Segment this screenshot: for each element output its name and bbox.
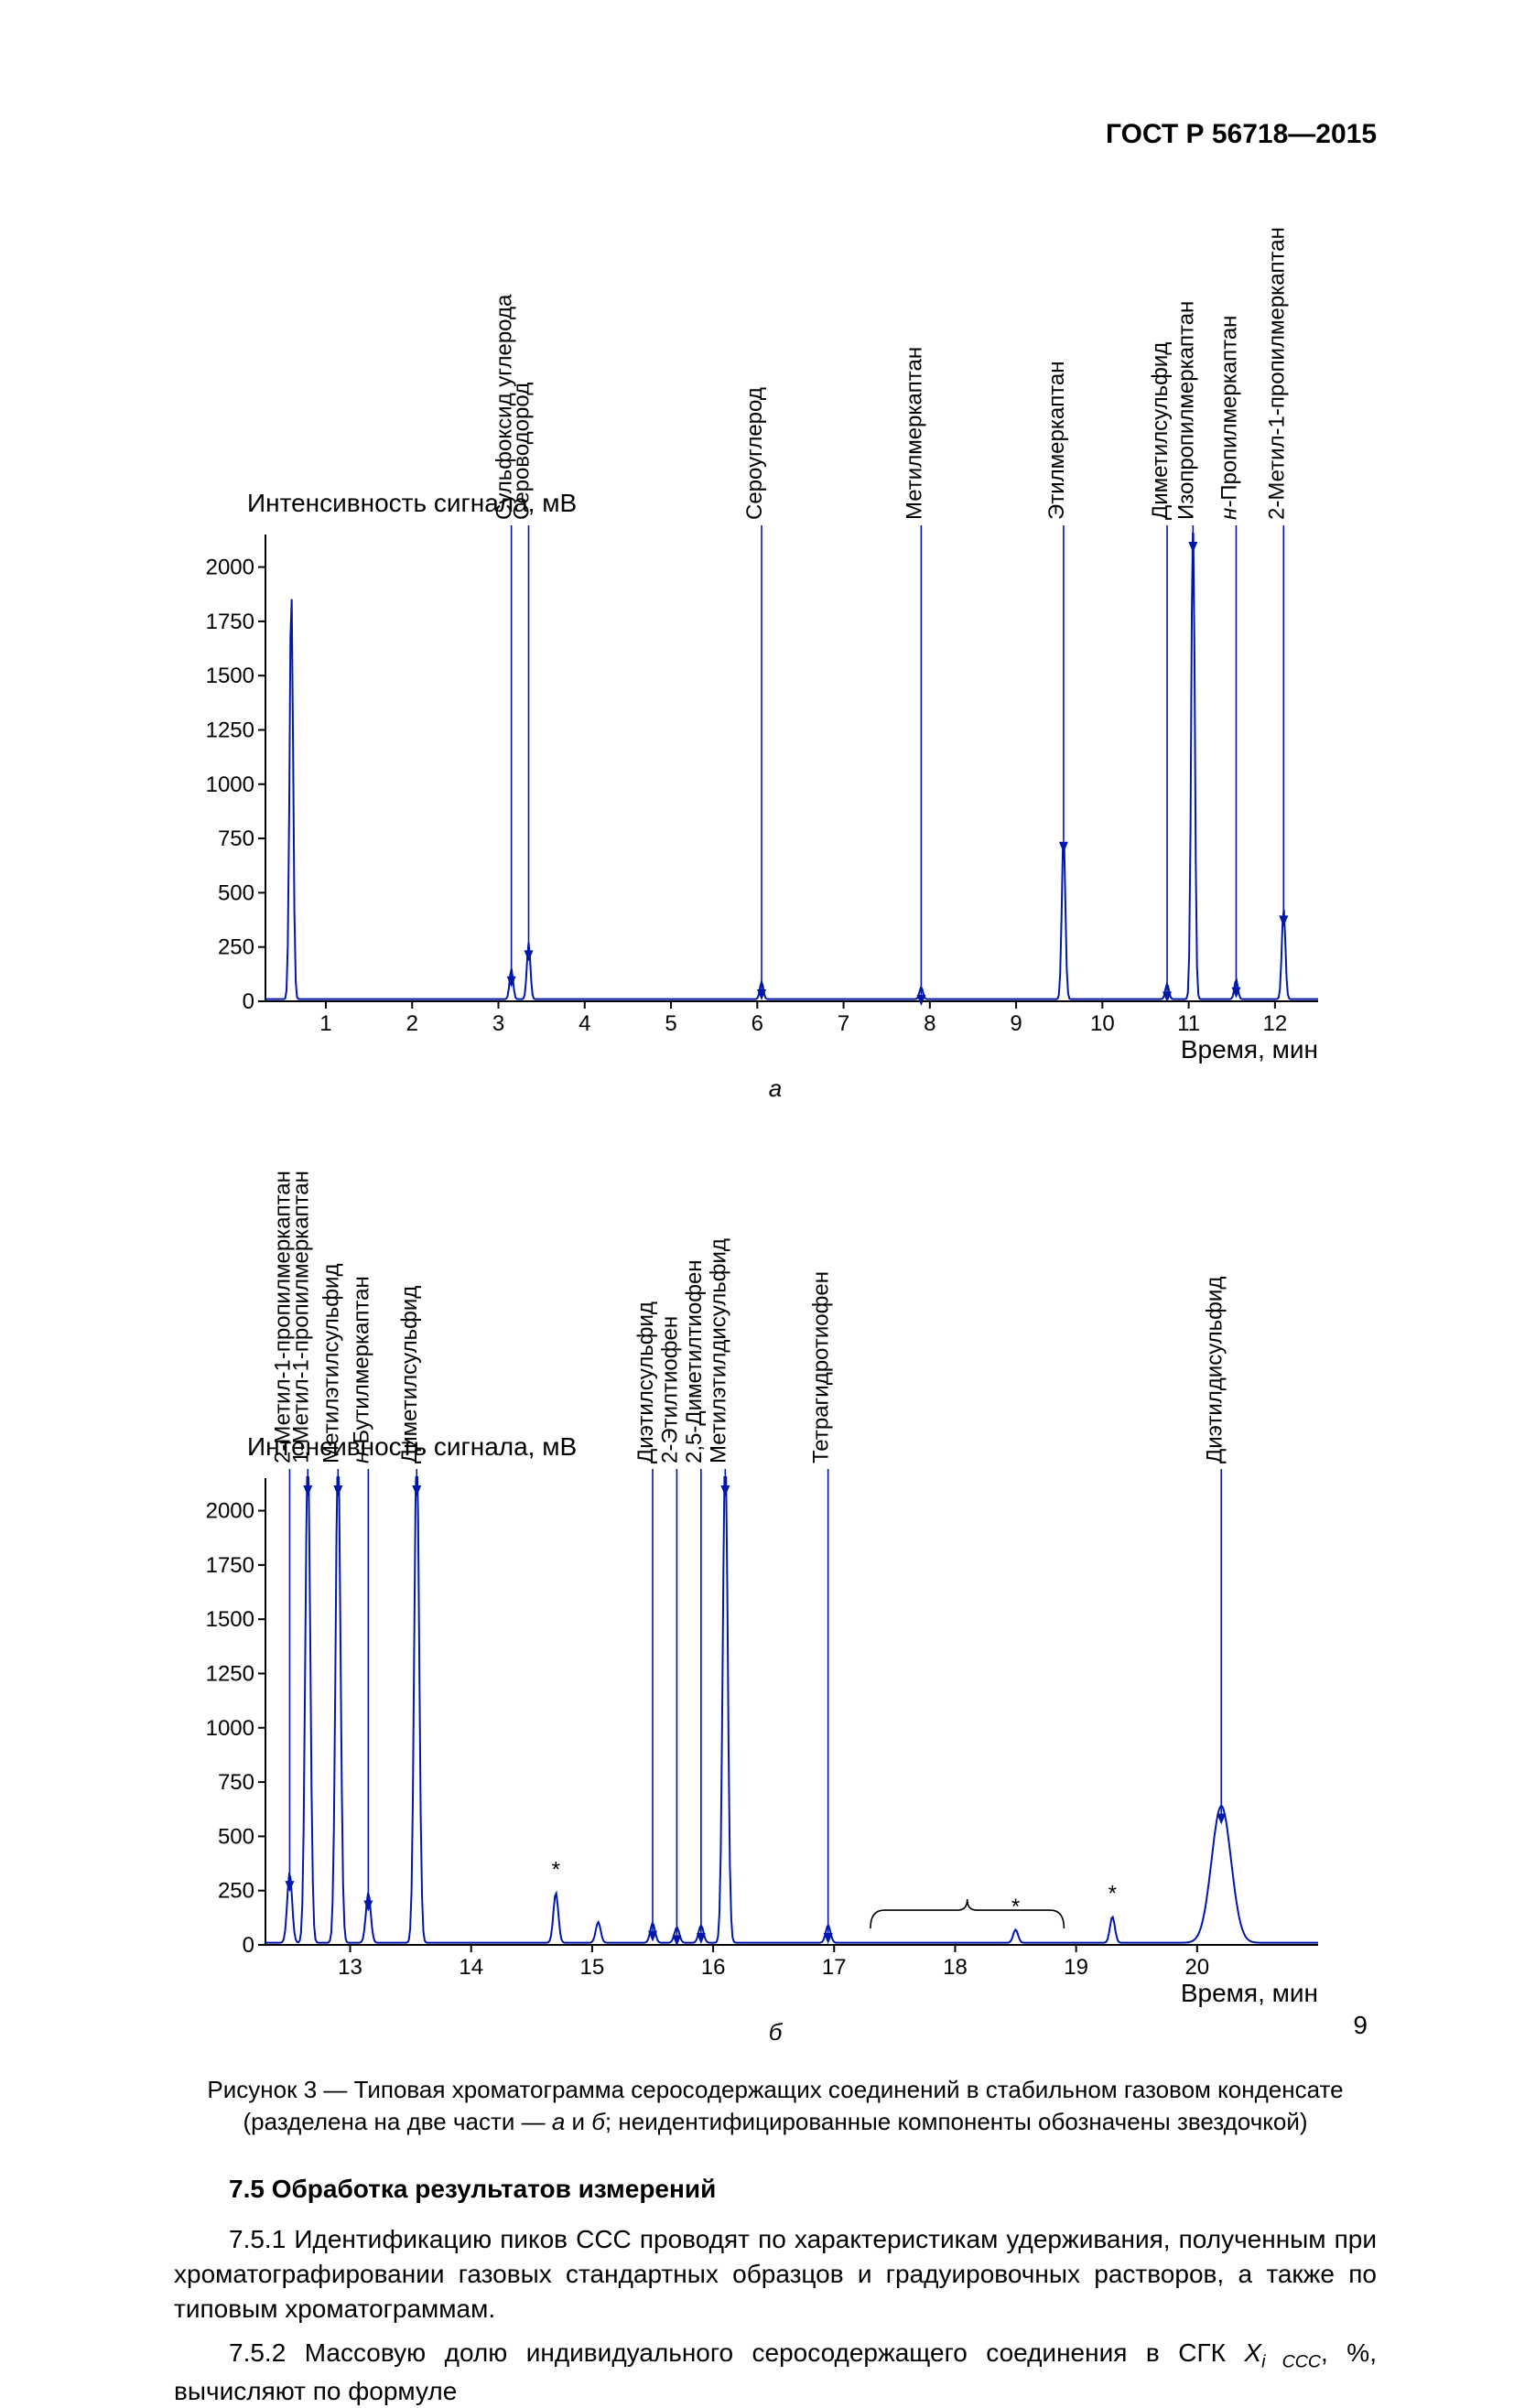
svg-text:Тетрагидротиофен: Тетрагидротиофен [809, 1271, 834, 1463]
svg-text:Сероводород: Сероводород [510, 383, 535, 520]
svg-text:13: 13 [338, 1955, 362, 1980]
svg-text:18: 18 [943, 1955, 968, 1980]
svg-text:Диметилсульфид: Диметилсульфид [1148, 342, 1173, 520]
svg-text:17: 17 [822, 1955, 847, 1980]
svg-text:*: * [1011, 1895, 1020, 1919]
svg-text:10: 10 [1090, 1011, 1115, 1036]
svg-text:1750: 1750 [206, 610, 254, 634]
para-7-5-2-pre: 7.5.2 Массовую долю индивидуального серо… [229, 2338, 1244, 2367]
svg-text:Диэтилдисульфид: Диэтилдисульфид [1202, 1277, 1227, 1463]
para-7-5-1: 7.5.1 Идентификацию пиков ССС проводят п… [174, 2222, 1377, 2326]
chromatogram-a-svg: Интенсивность сигнала, мВ025050075010001… [174, 187, 1346, 1065]
figure-caption-line2-pre: (разделена на две части — [243, 2108, 551, 2135]
svg-text:2-Этилтиофен: 2-Этилтиофен [657, 1316, 682, 1463]
svg-text:0: 0 [243, 1933, 254, 1958]
svg-text:9: 9 [1010, 1011, 1022, 1036]
svg-text:1250: 1250 [206, 718, 254, 742]
svg-text:1750: 1750 [206, 1553, 254, 1578]
svg-text:1000: 1000 [206, 772, 254, 797]
svg-text:250: 250 [218, 935, 254, 960]
svg-text:Диэтилсульфид: Диэтилсульфид [633, 1301, 658, 1463]
svg-text:1250: 1250 [206, 1661, 254, 1686]
chart-b: Интенсивность сигнала, мВ025050075010001… [174, 1130, 1377, 2009]
svg-text:500: 500 [218, 1824, 254, 1849]
svg-text:1000: 1000 [206, 1716, 254, 1741]
svg-text:1500: 1500 [206, 664, 254, 688]
figure-caption-line1: Рисунок 3 — Типовая хроматограмма серосо… [207, 2076, 1343, 2103]
svg-text:Сероуглерод: Сероуглерод [742, 387, 767, 520]
chromatogram-b-svg: Интенсивность сигнала, мВ025050075010001… [174, 1130, 1346, 2009]
svg-text:*: * [1108, 1882, 1117, 1906]
svg-text:Метилэтилсульфид: Метилэтилсульфид [319, 1264, 343, 1463]
figure-caption-line2-b: б [591, 2108, 605, 2135]
svg-text:750: 750 [218, 1770, 254, 1795]
svg-text:н-Пропилмеркаптан: н-Пропилмеркаптан [1217, 316, 1241, 520]
svg-text:8: 8 [924, 1011, 935, 1036]
svg-text:11: 11 [1177, 1011, 1200, 1036]
doc-header: ГОСТ Р 56718—2015 [174, 119, 1377, 150]
svg-text:3: 3 [492, 1011, 504, 1036]
page-number: 9 [1353, 2011, 1368, 2040]
section-7-5-title: 7.5 Обработка результатов измерений [174, 2175, 1377, 2204]
chart-a-caption-letter: а [174, 1074, 1377, 1103]
svg-text:15: 15 [580, 1955, 605, 1980]
svg-text:Время, мин: Время, мин [1181, 1035, 1318, 1064]
chart-b-caption-letter: б [174, 2018, 1377, 2046]
svg-text:2000: 2000 [206, 1499, 254, 1524]
svg-text:Этилмеркаптан: Этилмеркаптан [1044, 361, 1069, 520]
svg-text:6: 6 [752, 1011, 763, 1036]
figure-caption: Рисунок 3 — Типовая хроматограмма серосо… [174, 2074, 1377, 2138]
svg-text:14: 14 [459, 1955, 483, 1980]
svg-text:1-Метил-1-пропилмеркаптан: 1-Метил-1-пропилмеркаптан [288, 1171, 313, 1463]
svg-text:1500: 1500 [206, 1607, 254, 1632]
svg-text:н-Бутилмеркаптан: н-Бутилмеркаптан [349, 1276, 373, 1463]
svg-text:Метилэтилдисульфид: Метилэтилдисульфид [706, 1238, 730, 1463]
svg-text:19: 19 [1064, 1955, 1088, 1980]
svg-text:5: 5 [665, 1011, 676, 1036]
chart-a: Интенсивность сигнала, мВ025050075010001… [174, 187, 1377, 1065]
svg-text:1: 1 [319, 1011, 331, 1036]
svg-text:0: 0 [243, 989, 254, 1014]
svg-text:2000: 2000 [206, 556, 254, 580]
svg-text:16: 16 [701, 1955, 726, 1980]
svg-text:7: 7 [838, 1011, 849, 1036]
para-7-5-2: 7.5.2 Массовую долю индивидуального серо… [174, 2336, 1377, 2408]
para-7-5-2-sub: i ССС [1261, 2351, 1321, 2371]
para-7-5-1-text: 7.5.1 Идентификацию пиков ССС проводят п… [174, 2225, 1377, 2323]
svg-text:*: * [552, 1857, 560, 1882]
figure-caption-line2-post: ; неидентифицированные компоненты обозна… [605, 2108, 1308, 2135]
svg-text:2,5-Диметилтиофен: 2,5-Диметилтиофен [682, 1259, 707, 1463]
svg-text:Диметилсульфид: Диметилсульфид [397, 1286, 422, 1463]
svg-text:Метилмеркаптан: Метилмеркаптан [902, 347, 926, 520]
svg-text:12: 12 [1263, 1011, 1288, 1036]
svg-text:250: 250 [218, 1879, 254, 1904]
para-7-5-2-var: X [1244, 2338, 1261, 2367]
svg-text:750: 750 [218, 826, 254, 851]
svg-text:2: 2 [406, 1011, 418, 1036]
svg-text:Изопропилмеркаптан: Изопропилмеркаптан [1173, 301, 1198, 520]
svg-text:20: 20 [1184, 1955, 1209, 1980]
svg-text:4: 4 [579, 1011, 590, 1036]
svg-text:500: 500 [218, 880, 254, 905]
svg-text:2-Метил-1-пропилмеркаптан: 2-Метил-1-пропилмеркаптан [1264, 227, 1289, 520]
svg-text:Время, мин: Время, мин [1181, 1979, 1318, 2007]
figure-caption-line2-a: а [552, 2108, 565, 2135]
figure-caption-line2-mid: и [565, 2108, 591, 2135]
